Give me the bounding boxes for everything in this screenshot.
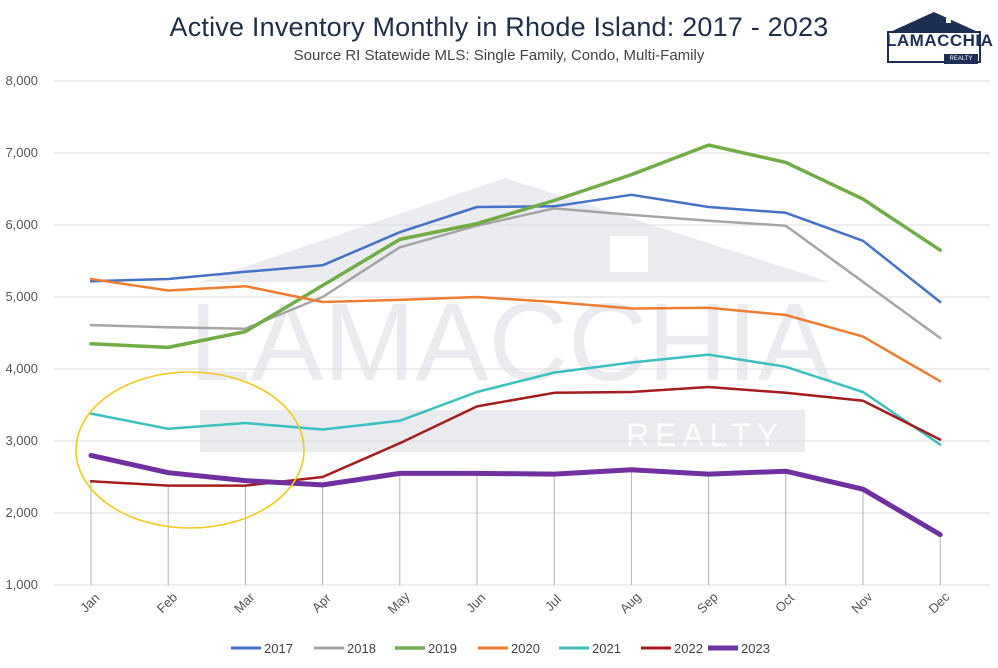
- legend-item-2023: 2023: [708, 641, 770, 656]
- x-tick-label: Mar: [231, 589, 258, 616]
- legend-item-2022: 2022: [641, 641, 703, 656]
- y-tick-label: 2,000: [5, 505, 38, 520]
- legend: 2017 2018 2019 2020 2021 2022 2023: [231, 641, 770, 656]
- y-axis: 1,000 2,000 3,000 4,000 5,000 6,000 7,000 8,000: [5, 73, 38, 592]
- legend-label: 2023: [741, 641, 770, 656]
- watermark-sub: REALTY: [626, 417, 784, 453]
- grid: [53, 80, 990, 586]
- x-tick-label: Oct: [772, 590, 797, 615]
- x-tick-label: Jun: [463, 590, 488, 615]
- x-tick-label: Nov: [848, 589, 875, 616]
- x-tick-label: Apr: [309, 590, 334, 615]
- y-tick-label: 7,000: [5, 145, 38, 160]
- series-line-2019: [89, 143, 942, 350]
- chart-subtitle: Source RI Statewide MLS: Single Family, …: [293, 47, 705, 64]
- x-tick-label: Aug: [617, 589, 644, 616]
- y-tick-label: 3,000: [5, 433, 38, 448]
- legend-label: 2018: [347, 641, 376, 656]
- legend-label: 2021: [592, 641, 621, 656]
- x-tick-label: May: [385, 588, 413, 616]
- logo: LAMACCHIA REALTY: [886, 10, 994, 64]
- series-line-2021: [89, 353, 942, 446]
- x-axis: Jan Feb Mar Apr May Jun Jul Aug Sep Oct Nov Dec: [77, 588, 953, 616]
- chart-title: Active Inventory Monthly in Rhode Island…: [169, 12, 829, 42]
- x-tick-label: Jul: [542, 592, 564, 614]
- series-line-2022: [89, 385, 942, 487]
- series-line-2023: [88, 452, 943, 538]
- logo-sub-wordmark: REALTY: [944, 54, 978, 64]
- y-tick-label: 6,000: [5, 217, 38, 232]
- legend-label: 2022: [674, 641, 703, 656]
- logo-house-icon: [887, 12, 981, 63]
- legend-label: 2017: [264, 641, 293, 656]
- legend-item-2021: 2021: [559, 641, 621, 656]
- logo-wordmark: LAMACCHIA: [886, 31, 994, 50]
- legend-item-2018: 2018: [314, 641, 376, 656]
- legend-item-2017: 2017: [231, 641, 293, 656]
- legend-item-2020: 2020: [478, 641, 540, 656]
- highlight-ellipse: [75, 371, 305, 529]
- legend-label: 2020: [511, 641, 540, 656]
- series-line-2020: [89, 277, 942, 383]
- y-tick-label: 8,000: [5, 73, 38, 88]
- y-tick-label: 4,000: [5, 361, 38, 376]
- series-line-2018: [89, 207, 942, 340]
- x-tick-label: Feb: [154, 590, 180, 616]
- series-line-2017: [89, 193, 942, 304]
- x-tick-label: Dec: [926, 589, 953, 616]
- y-tick-label: 1,000: [5, 577, 38, 592]
- legend-label: 2019: [428, 641, 457, 656]
- legend-item-2019: 2019: [395, 641, 457, 656]
- series-lines: [88, 143, 943, 538]
- x-tick-label: Jan: [77, 590, 102, 615]
- x-tick-label: Sep: [694, 589, 721, 616]
- y-tick-label: 5,000: [5, 289, 38, 304]
